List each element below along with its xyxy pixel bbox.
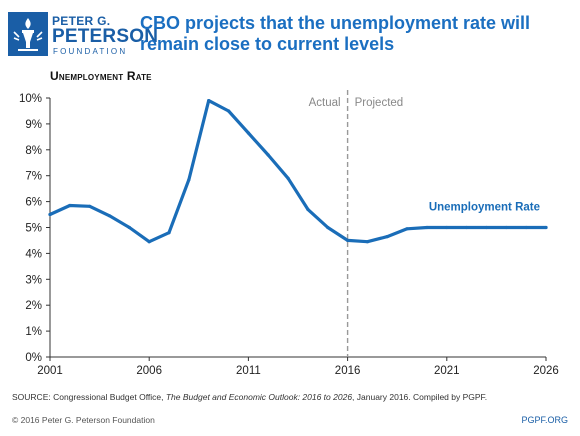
actual-label: Actual	[309, 97, 341, 109]
data-point	[365, 240, 369, 244]
source-publication: The Budget and Economic Outlook: 2016 to…	[165, 392, 353, 402]
x-tick-label: 2001	[37, 365, 63, 377]
y-tick-label: 8%	[25, 145, 42, 157]
data-point	[425, 225, 429, 230]
y-tick-label: 6%	[25, 197, 42, 209]
data-point	[405, 227, 409, 231]
source-prefix: SOURCE: Congressional Budget Office,	[12, 392, 166, 402]
y-tick-label: 4%	[25, 248, 42, 260]
y-tick-label: 1%	[25, 326, 42, 338]
data-point	[147, 240, 151, 244]
data-point	[88, 204, 92, 208]
logo-text-line2: PETERSON	[52, 26, 159, 47]
x-tick-label: 2016	[335, 365, 361, 377]
data-point	[127, 225, 131, 230]
data-point	[107, 214, 112, 218]
projected-label: Projected	[355, 97, 404, 109]
data-point	[167, 231, 171, 235]
y-tick-label: 3%	[25, 274, 42, 286]
chart-title: CBO projects that the unemployment rate …	[140, 13, 531, 54]
y-tick-label: 0%	[25, 352, 42, 364]
y-tick-label: 10%	[19, 93, 42, 105]
data-point	[524, 225, 528, 230]
x-tick-label: 2006	[136, 365, 162, 377]
y-tick-label: 9%	[25, 119, 42, 131]
x-tick-label: 2011	[236, 365, 261, 377]
data-point	[227, 109, 231, 113]
logo-text-line3: FOUNDATION	[53, 47, 128, 56]
logo-text-line1: PETER G.	[52, 14, 111, 28]
data-point	[445, 225, 449, 230]
x-tick-label: 2021	[434, 365, 460, 377]
data-point	[187, 178, 191, 182]
torch-logo-icon	[8, 12, 48, 56]
data-point	[326, 225, 330, 230]
data-point	[484, 225, 489, 230]
data-point	[465, 225, 469, 230]
y-tick-label: 2%	[25, 300, 42, 312]
data-point	[504, 225, 508, 230]
copyright: © 2016 Peter G. Peterson Foundation	[12, 415, 155, 425]
data-point	[385, 235, 389, 239]
pgpf-logo: PETER G. PETERSON FOUNDATION	[8, 12, 158, 58]
data-point	[246, 131, 250, 135]
y-tick-label: 5%	[25, 223, 42, 235]
series-line-unemployment-rate	[48, 98, 548, 244]
data-point	[266, 153, 270, 157]
data-point	[306, 207, 310, 211]
data-point	[544, 225, 548, 230]
data-point	[48, 212, 52, 217]
series-label: Unemployment Rate	[429, 202, 540, 214]
source-note: SOURCE: Congressional Budget Office, The…	[12, 392, 572, 402]
data-point	[207, 99, 211, 103]
y-axis-title: Unemployment Rate	[50, 69, 152, 83]
source-suffix: , January 2016. Compiled by PGPF.	[352, 392, 488, 402]
data-point	[346, 238, 350, 242]
x-tick-label: 2026	[533, 365, 559, 377]
y-tick-label: 7%	[25, 171, 42, 183]
site-link[interactable]: PGPF.ORG	[521, 415, 568, 425]
data-point	[286, 176, 290, 180]
data-point	[68, 203, 72, 208]
